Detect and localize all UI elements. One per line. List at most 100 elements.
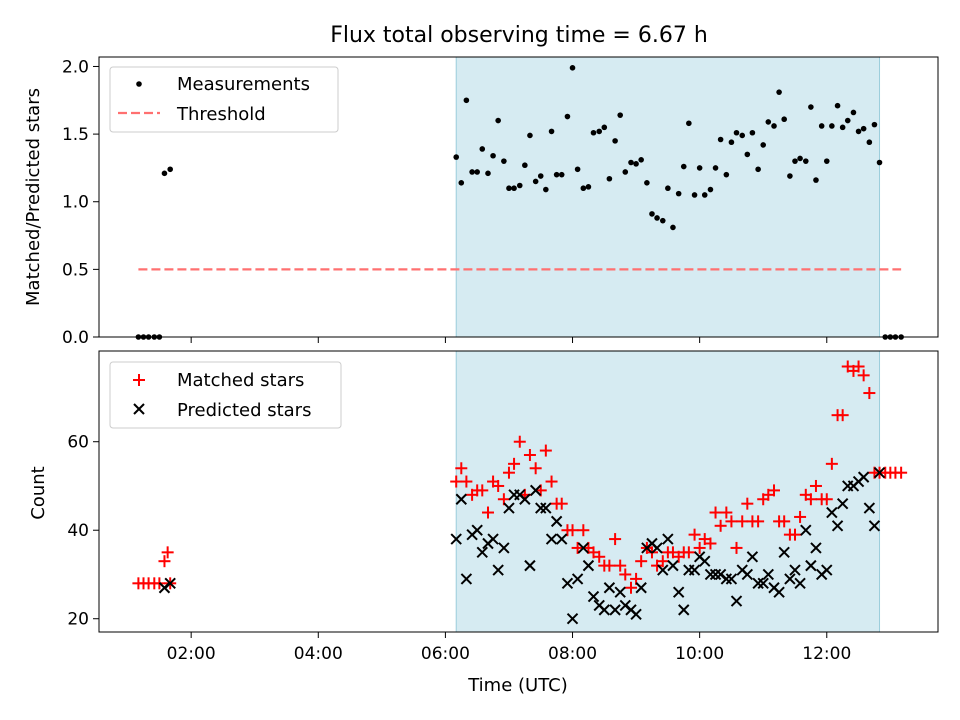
matched-star-point — [709, 506, 722, 519]
measurement-point — [511, 185, 517, 192]
predicted-star-point — [810, 542, 822, 554]
predicted-star-point — [450, 533, 462, 545]
measurement-point — [479, 146, 486, 152]
matched-star-point — [725, 515, 738, 528]
ratio-axes-frame — [98, 56, 939, 338]
matched-star-point — [825, 457, 838, 470]
matched-star-point — [852, 360, 865, 373]
matched-star-point — [714, 519, 727, 532]
predicted-star-point — [614, 586, 626, 598]
x-tick-label: 04:00 — [294, 644, 343, 664]
matched-star-point — [566, 524, 579, 537]
measurement-point — [617, 112, 623, 118]
predicted-star-point — [471, 524, 483, 536]
measurement-point — [787, 173, 793, 179]
matched-star-point — [836, 409, 849, 422]
measurement-point — [855, 128, 862, 135]
predicted-star-point — [805, 559, 817, 572]
matched-star-point — [161, 546, 174, 559]
predicted-star-point — [571, 573, 584, 585]
predicted-star-point — [709, 568, 722, 581]
predicted-star-point — [794, 577, 806, 590]
measurement-point — [839, 124, 846, 131]
predicted-star-point — [524, 559, 536, 572]
ratio-y-axis-label: Matched/Predicted stars — [23, 88, 44, 306]
measurement-point — [686, 120, 692, 127]
matched-star-point — [460, 475, 473, 488]
ratio-legend-box — [109, 66, 339, 133]
measurement-point — [463, 97, 470, 104]
measurement-point — [485, 170, 491, 177]
count-legend: Matched stars Predicted stars — [109, 361, 342, 429]
ratio-y-tick-label: 0.5 — [62, 260, 89, 280]
predicted-star-point — [476, 546, 488, 559]
matched-star-point — [720, 506, 733, 519]
matched-star-point — [794, 510, 807, 523]
measurement-point — [654, 215, 660, 221]
count-legend-box — [109, 361, 342, 429]
matched-star-point — [730, 541, 743, 554]
measurement-point — [495, 117, 501, 124]
measurement-point — [675, 190, 682, 197]
predicted-star-point — [863, 502, 876, 514]
predicted-star-point — [699, 555, 711, 567]
predicted-star-point — [561, 577, 574, 590]
predicted-star-point — [730, 595, 743, 607]
matched-star-point — [555, 497, 568, 510]
measurement-point — [755, 166, 761, 173]
measurement-point — [564, 113, 571, 120]
predicted-star-point — [487, 533, 499, 545]
predicted-star-point — [492, 564, 504, 576]
measurement-point — [792, 158, 798, 164]
predicted-star-point — [746, 551, 759, 563]
matched-star-point — [736, 515, 749, 528]
measurement-point — [696, 165, 703, 171]
count-x-axis: 02:00 04:00 06:00 08:00 10:00 12:00 — [167, 632, 851, 664]
predicted-star-point — [519, 493, 531, 505]
measurement-point — [781, 116, 787, 123]
measurement-point — [527, 132, 533, 139]
predicted-star-point — [657, 564, 669, 576]
matched-star-point — [539, 444, 552, 457]
matched-star-point — [577, 524, 590, 537]
measurement-point — [580, 185, 587, 192]
measurement-point — [728, 139, 735, 146]
predicted-star-point — [630, 608, 642, 621]
measurement-point — [813, 177, 819, 183]
matched-star-point — [614, 559, 627, 572]
measurement-point — [701, 192, 708, 198]
measurement-point — [548, 128, 555, 135]
measurement-point — [834, 102, 841, 109]
measurement-point — [516, 182, 523, 189]
predicted-legend-marker — [133, 403, 145, 415]
matched-star-point — [476, 484, 489, 497]
measurement-point — [167, 166, 173, 173]
measurement-point — [659, 217, 666, 224]
measurement-point — [590, 129, 597, 136]
measurement-point — [649, 211, 655, 217]
measurement-point — [712, 165, 719, 171]
predicted-star-point — [550, 515, 563, 528]
predicted-legend-label: Predicted stars — [177, 400, 311, 421]
predicted-star-point — [773, 586, 785, 598]
matched-star-point — [625, 581, 638, 594]
measurement-point — [553, 171, 560, 178]
measurement-point — [490, 152, 496, 159]
count-y-axis-label: Count — [28, 466, 49, 519]
predicted-star-point — [603, 582, 616, 594]
predicted-star-point — [757, 577, 769, 590]
predicted-star-point — [545, 533, 558, 545]
predicted-star-point — [498, 542, 510, 554]
matched-star-point — [768, 484, 781, 497]
measurement-point — [596, 128, 603, 135]
measurements-legend-label: Measurements — [177, 74, 310, 95]
measurement-point — [537, 173, 544, 179]
measurement-point — [474, 169, 480, 175]
matched-star-point — [809, 479, 822, 492]
measurement-point — [161, 170, 168, 177]
x-tick-label: 06:00 — [421, 644, 470, 664]
observing-window-shade — [456, 57, 880, 337]
matched-star-point — [704, 537, 717, 550]
measurement-point — [850, 109, 857, 116]
